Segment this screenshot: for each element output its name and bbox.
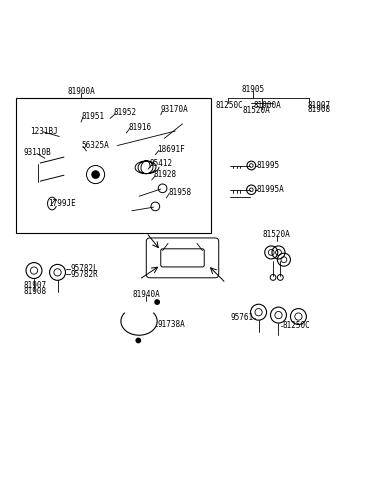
FancyBboxPatch shape — [146, 238, 219, 278]
Text: 1799JE: 1799JE — [49, 199, 76, 208]
Circle shape — [155, 300, 159, 304]
Text: 95782L: 95782L — [70, 264, 98, 273]
Text: 81907: 81907 — [23, 281, 46, 290]
Text: 81958: 81958 — [168, 188, 191, 197]
Text: 81905: 81905 — [242, 85, 265, 94]
Text: 93170A: 93170A — [161, 105, 188, 114]
Circle shape — [136, 338, 141, 343]
Text: 81250C: 81250C — [282, 322, 310, 330]
Text: 1231BJ: 1231BJ — [30, 126, 58, 135]
Text: 81928: 81928 — [154, 170, 177, 179]
Text: 81908: 81908 — [23, 287, 46, 296]
Text: 95412: 95412 — [150, 159, 173, 168]
Text: 95761: 95761 — [230, 313, 253, 322]
Text: 81900A: 81900A — [253, 100, 281, 110]
Text: 81952: 81952 — [114, 109, 137, 118]
Text: 81908: 81908 — [307, 105, 331, 114]
Text: 95782R: 95782R — [70, 270, 98, 279]
Bar — [16, 98, 211, 233]
Text: 81250C: 81250C — [215, 100, 243, 110]
Text: 81520A: 81520A — [242, 106, 270, 115]
Circle shape — [92, 171, 99, 178]
Text: 81951: 81951 — [81, 112, 104, 121]
Text: 81916: 81916 — [128, 123, 151, 132]
Text: 81520A: 81520A — [263, 230, 291, 239]
Text: 91738A: 91738A — [157, 321, 185, 329]
Text: 81995A: 81995A — [257, 185, 284, 194]
Text: 18691F: 18691F — [157, 145, 185, 154]
Text: 81907: 81907 — [307, 100, 331, 110]
Text: 81900A: 81900A — [67, 87, 95, 96]
Text: 93110B: 93110B — [23, 148, 51, 157]
FancyBboxPatch shape — [161, 249, 204, 267]
Text: 56325A: 56325A — [81, 141, 109, 150]
Text: 81940A: 81940A — [132, 289, 160, 298]
Text: 81995: 81995 — [257, 161, 280, 170]
